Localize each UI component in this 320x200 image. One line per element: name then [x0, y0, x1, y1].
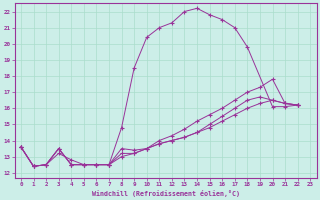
X-axis label: Windchill (Refroidissement éolien,°C): Windchill (Refroidissement éolien,°C)	[92, 190, 240, 197]
